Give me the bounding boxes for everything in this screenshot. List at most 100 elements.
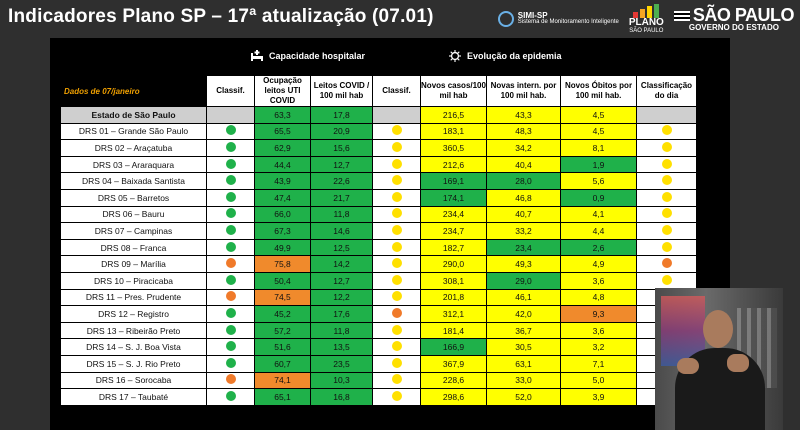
intern-cell: 33,2 <box>486 222 561 240</box>
classif-2-cell <box>372 122 421 141</box>
status-dot-icon <box>391 341 402 352</box>
table-row: DRS 12 – Registro 45,2 17,6 312,1 42,0 9,3 <box>60 305 697 323</box>
col-obitos: Novos Óbitos por 100 mil hab. <box>560 75 637 107</box>
leitos-cell: 10,3 <box>310 371 373 390</box>
status-dot-icon <box>391 258 402 269</box>
simi-label: SIMI-SP <box>517 11 548 20</box>
status-dot-icon <box>225 324 236 335</box>
obitos-cell: 4,8 <box>560 288 637 307</box>
indicators-table: Dados de 07/janeiro Classif. Ocupação le… <box>60 75 697 406</box>
classif-1-cell <box>206 288 255 307</box>
casos-cell: 212,6 <box>420 155 487 174</box>
table-row: DRS 06 – Bauru 66,0 11,8 234,4 40,7 4,1 <box>60 205 697 224</box>
intern-cell: 46,8 <box>486 188 561 207</box>
classif-2-cell <box>372 139 421 157</box>
status-dot-icon <box>225 374 236 385</box>
table-row: DRS 09 – Marília 75,8 14,2 290,0 49,3 4,9 <box>60 255 697 273</box>
casos-cell: 216,5 <box>420 106 487 124</box>
status-dot-icon <box>391 274 402 285</box>
uti-cell: 45,2 <box>254 305 311 323</box>
intern-cell: 63,1 <box>486 354 561 373</box>
sp-label: SÃO PAULO <box>692 5 795 25</box>
date-label: Dados de 07/janeiro <box>60 75 207 107</box>
uti-cell: 74,5 <box>254 288 311 307</box>
table-row: DRS 02 – Araçatuba 62,9 15,6 360,5 34,2 8,1 <box>60 139 697 157</box>
table-row: DRS 08 – Franca 49,9 12,5 182,7 23,4 2,6 <box>60 238 697 257</box>
intern-cell: 52,0 <box>486 388 561 406</box>
obitos-cell: 4,5 <box>560 122 637 141</box>
uti-cell: 49,9 <box>254 238 311 257</box>
classif-dia-cell <box>636 106 697 124</box>
section-hospital: Capacidade hospitalar <box>250 50 365 62</box>
classif-1-cell <box>206 371 255 390</box>
region-name: DRS 07 – Campinas <box>60 222 207 240</box>
casos-cell: 183,1 <box>420 122 487 141</box>
leitos-cell: 16,8 <box>310 388 373 406</box>
region-name: DRS 16 – Sorocaba <box>60 371 207 390</box>
table-row: DRS 13 – Ribeirão Preto 57,2 11,8 181,4 36,7… <box>60 321 697 340</box>
page-title: Indicadores Plano SP – 17ª atualização (… <box>8 6 434 27</box>
classif-2-cell <box>372 238 421 257</box>
uti-cell: 57,2 <box>254 321 311 340</box>
governo-sp-logo: SÃO PAULO GOVERNO DO ESTADO <box>673 5 795 32</box>
status-dot-icon <box>661 208 672 219</box>
status-dot-icon <box>661 258 672 269</box>
status-dot-icon <box>225 175 236 186</box>
leitos-cell: 17,8 <box>310 106 373 124</box>
logos: SIMI-SP Sistema de Monitoramento Intelige… <box>497 2 795 36</box>
uti-cell: 67,3 <box>254 222 311 240</box>
classif-2-cell <box>372 172 421 190</box>
status-dot-icon <box>391 175 402 186</box>
leitos-cell: 12,7 <box>310 155 373 174</box>
sp-sub: GOVERNO DO ESTADO <box>688 23 779 32</box>
classif-1-cell <box>206 172 255 190</box>
region-name: DRS 08 – Franca <box>60 238 207 257</box>
region-name: DRS 05 – Barretos <box>60 188 207 207</box>
obitos-cell: 1,9 <box>560 155 637 174</box>
col-intern: Novas intern. por 100 mil hab. <box>486 75 561 107</box>
leitos-cell: 23,5 <box>310 354 373 373</box>
plano-sub: SÃO PAULO <box>629 27 664 34</box>
top-bar: Indicadores Plano SP – 17ª atualização (… <box>0 0 800 38</box>
region-name: DRS 10 – Piracicaba <box>60 271 207 290</box>
region-name: DRS 04 – Baixada Santista <box>60 172 207 190</box>
classif-1-cell <box>206 305 255 323</box>
section-hospital-label: Capacidade hospitalar <box>269 51 366 61</box>
obitos-cell: 3,6 <box>560 321 637 340</box>
classif-2-cell <box>372 255 421 273</box>
casos-cell: 298,6 <box>420 388 487 406</box>
status-dot-icon <box>661 274 672 285</box>
classif-1-cell <box>206 321 255 340</box>
classif-dia-cell <box>636 222 697 240</box>
classif-2-cell <box>372 288 421 307</box>
classif-dia-cell <box>636 271 697 290</box>
obitos-cell: 4,5 <box>560 106 637 124</box>
casos-cell: 166,9 <box>420 338 487 356</box>
status-dot-icon <box>391 324 402 335</box>
intern-cell: 49,3 <box>486 255 561 273</box>
col-classif-1: Classif. <box>206 75 255 107</box>
leitos-cell: 14,6 <box>310 222 373 240</box>
status-dot-icon <box>391 125 402 136</box>
intern-cell: 40,7 <box>486 205 561 224</box>
classif-2-cell <box>372 106 421 124</box>
casos-cell: 174,1 <box>420 188 487 207</box>
status-dot-icon <box>225 208 236 219</box>
uti-cell: 65,5 <box>254 122 311 141</box>
simi-icon <box>497 11 514 27</box>
uti-cell: 51,6 <box>254 338 311 356</box>
uti-cell: 60,7 <box>254 354 311 373</box>
table-row: DRS 14 – S. J. Boa Vista 51,6 13,5 166,9 30,… <box>60 338 697 356</box>
status-dot-icon <box>391 208 402 219</box>
classif-2-cell <box>372 371 421 390</box>
intern-cell: 40,4 <box>486 155 561 174</box>
table-row: Estado de São Paulo 63,3 17,8 216,5 43,3 4,5 <box>60 106 697 124</box>
plano-label: PLANO <box>628 16 664 28</box>
status-dot-icon <box>391 291 402 302</box>
region-name: DRS 06 – Bauru <box>60 205 207 224</box>
classif-2-cell <box>372 205 421 224</box>
status-dot-icon <box>661 125 672 136</box>
status-dot-icon <box>225 141 236 152</box>
status-dot-icon <box>391 241 402 252</box>
status-dot-icon <box>661 175 672 186</box>
